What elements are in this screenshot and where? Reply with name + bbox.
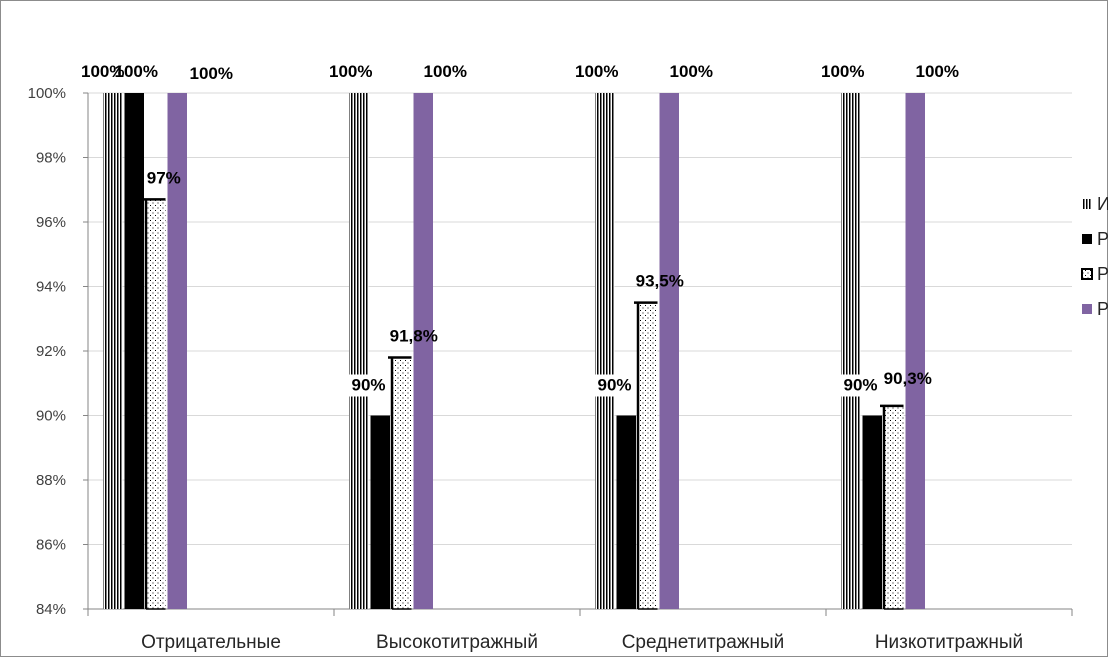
data-label: 90,3% [884,369,932,388]
legend-swatch [1081,268,1093,280]
data-label: 100% [115,62,158,81]
category-label: Высокотитражный [376,632,538,653]
category-label: Среднетитражный [622,632,785,653]
data-label: 90% [597,376,631,395]
legend-swatch [1082,199,1092,209]
category-label: Отрицательные [141,632,281,653]
bar [124,93,144,609]
data-label: 100% [81,62,124,81]
data-label-bg [592,374,637,397]
data-label: 100% [575,62,618,81]
data-label: 97% [147,168,181,187]
bar-outline [880,404,904,609]
axes: 84% 86% 88% 90% 92% 94% 96% 98% 100% Отрицательны… [28,85,1073,653]
bar [841,93,861,609]
data-label: 100% [329,62,372,81]
data-label: 100% [821,62,864,81]
bar-outline [388,356,412,609]
bar [146,199,166,610]
bar [638,302,658,609]
legend-swatch [1082,304,1092,314]
y-tick-label: 86% [36,537,66,554]
data-label: 90% [351,376,385,395]
legend-label: ИФА [1097,194,1108,214]
bar [595,93,615,609]
legend-label: РМП [1097,229,1108,249]
y-tick-label: 96% [36,214,66,231]
legend: ИФА РМП РПР РПГА [1081,194,1108,319]
bar [905,93,925,609]
bar-outline [634,301,658,609]
data-label: 90% [843,376,877,395]
bar [349,93,369,609]
data-label: 100% [916,62,959,81]
data-label-bg [346,374,391,397]
bar-outline [142,198,166,609]
data-label: 100% [190,64,233,83]
data-label-bg [838,374,883,397]
legend-label: РПР [1097,264,1108,284]
data-label: 93,5% [636,272,684,291]
y-tick-label: 92% [36,343,66,360]
data-label: 100% [670,62,713,81]
bar [659,93,679,609]
data-label: 100% [424,62,467,81]
y-tick-label: 84% [36,601,66,618]
y-tick-label: 98% [36,150,66,167]
category-label: Низкотитражный [875,632,1023,653]
bar [884,405,904,609]
bar [103,93,123,609]
legend-swatch [1082,234,1092,244]
bar [167,93,187,609]
y-tick-label: 88% [36,472,66,489]
bar [370,415,390,609]
y-tick-label: 90% [36,408,66,425]
data-labels: 100%100%97%100% 100%90%91,8%100% 100%90%93… [81,62,959,397]
bar [862,415,882,609]
bar [616,415,636,609]
bar [392,357,412,609]
legend-label: РПГА [1097,299,1108,319]
y-tick-label: 94% [36,279,66,296]
y-tick-label: 100% [28,85,66,102]
bars [103,93,925,610]
bar [413,93,433,609]
data-label: 91,8% [390,326,438,345]
